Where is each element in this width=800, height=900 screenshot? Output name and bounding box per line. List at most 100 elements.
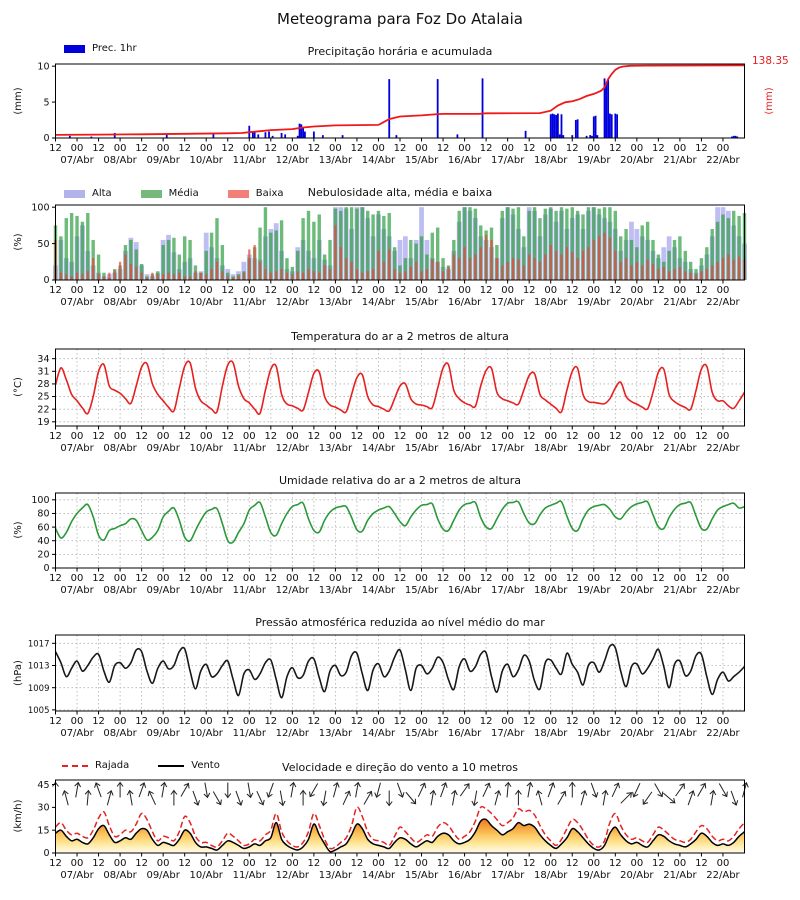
- svg-text:12: 12: [652, 573, 665, 584]
- svg-text:12: 12: [609, 716, 622, 727]
- svg-text:19/Abr: 19/Abr: [577, 870, 611, 881]
- svg-text:13/Abr: 13/Abr: [319, 728, 353, 739]
- svg-text:12: 12: [351, 431, 364, 442]
- svg-text:21/Abr: 21/Abr: [663, 443, 697, 454]
- svg-text:12: 12: [135, 858, 148, 869]
- svg-text:00: 00: [157, 716, 170, 727]
- svg-text:14/Abr: 14/Abr: [362, 870, 396, 881]
- svg-text:12/Abr: 12/Abr: [276, 870, 310, 881]
- svg-text:00: 00: [674, 285, 687, 296]
- svg-text:12: 12: [480, 573, 493, 584]
- svg-text:100: 100: [31, 202, 49, 213]
- alta-swatch: [64, 189, 85, 198]
- svg-text:12: 12: [221, 431, 234, 442]
- svg-text:15/Abr: 15/Abr: [405, 443, 439, 454]
- svg-text:16/Abr: 16/Abr: [448, 870, 482, 881]
- svg-text:00: 00: [630, 858, 643, 869]
- svg-text:18/Abr: 18/Abr: [534, 870, 568, 881]
- svg-text:07/Abr: 07/Abr: [60, 155, 94, 166]
- svg-text:00: 00: [458, 716, 471, 727]
- svg-text:1009: 1009: [28, 684, 50, 694]
- svg-text:12: 12: [308, 716, 321, 727]
- panel-title-humidity: Umidade relativa do ar a 2 metros de alt…: [278, 474, 522, 487]
- svg-text:11/Abr: 11/Abr: [233, 728, 267, 739]
- svg-text:22/Abr: 22/Abr: [706, 585, 740, 596]
- svg-text:19/Abr: 19/Abr: [577, 728, 611, 739]
- svg-text:12: 12: [394, 573, 407, 584]
- svg-text:00: 00: [674, 858, 687, 869]
- svg-text:12: 12: [394, 285, 407, 296]
- svg-text:12: 12: [394, 858, 407, 869]
- svg-text:00: 00: [587, 573, 600, 584]
- svg-text:12: 12: [480, 285, 493, 296]
- svg-text:19/Abr: 19/Abr: [577, 443, 611, 454]
- svg-text:00: 00: [286, 431, 299, 442]
- svg-text:50: 50: [37, 239, 49, 250]
- svg-text:00: 00: [544, 285, 557, 296]
- rajada-line-swatch: [62, 764, 88, 767]
- svg-text:00: 00: [415, 716, 428, 727]
- svg-text:12: 12: [264, 285, 277, 296]
- svg-text:12: 12: [92, 431, 105, 442]
- svg-text:12: 12: [523, 573, 536, 584]
- svg-text:00: 00: [587, 431, 600, 442]
- svg-text:12: 12: [609, 573, 622, 584]
- svg-text:00: 00: [114, 716, 127, 727]
- svg-text:12: 12: [609, 143, 622, 154]
- svg-text:12: 12: [652, 431, 665, 442]
- svg-text:20: 20: [37, 550, 49, 561]
- svg-text:00: 00: [71, 716, 84, 727]
- svg-text:0: 0: [43, 275, 49, 286]
- svg-text:00: 00: [329, 858, 342, 869]
- svg-text:0: 0: [43, 848, 49, 859]
- svg-text:12: 12: [695, 143, 708, 154]
- svg-text:00: 00: [329, 143, 342, 154]
- svg-text:11/Abr: 11/Abr: [233, 870, 267, 881]
- svg-text:15/Abr: 15/Abr: [405, 297, 439, 308]
- svg-text:12: 12: [135, 285, 148, 296]
- svg-text:07/Abr: 07/Abr: [60, 870, 94, 881]
- svg-text:12/Abr: 12/Abr: [276, 155, 310, 166]
- svg-text:12: 12: [609, 285, 622, 296]
- svg-text:12: 12: [264, 431, 277, 442]
- svg-text:12: 12: [652, 858, 665, 869]
- svg-text:00: 00: [200, 143, 213, 154]
- svg-text:40: 40: [37, 536, 49, 547]
- svg-text:12: 12: [221, 573, 234, 584]
- svg-text:00: 00: [286, 143, 299, 154]
- ylabel-pressure: (hPa): [13, 660, 24, 686]
- svg-text:00: 00: [501, 143, 514, 154]
- svg-text:08/Abr: 08/Abr: [103, 728, 137, 739]
- svg-text:00: 00: [286, 573, 299, 584]
- svg-text:00: 00: [630, 716, 643, 727]
- svg-text:12: 12: [178, 143, 191, 154]
- svg-text:13/Abr: 13/Abr: [319, 297, 353, 308]
- svg-text:12: 12: [695, 431, 708, 442]
- svg-text:00: 00: [544, 716, 557, 727]
- svg-text:00: 00: [286, 858, 299, 869]
- svg-text:07/Abr: 07/Abr: [60, 585, 94, 596]
- svg-text:12: 12: [351, 143, 364, 154]
- svg-text:00: 00: [630, 573, 643, 584]
- svg-text:08/Abr: 08/Abr: [103, 870, 137, 881]
- svg-text:12: 12: [351, 716, 364, 727]
- svg-text:09/Abr: 09/Abr: [146, 297, 180, 308]
- svg-text:12: 12: [480, 143, 493, 154]
- svg-text:12: 12: [437, 858, 450, 869]
- svg-text:12: 12: [49, 716, 62, 727]
- svg-text:17/Abr: 17/Abr: [491, 443, 525, 454]
- svg-text:15/Abr: 15/Abr: [405, 728, 439, 739]
- svg-text:00: 00: [630, 143, 643, 154]
- svg-text:00: 00: [415, 285, 428, 296]
- svg-text:00: 00: [157, 858, 170, 869]
- svg-text:00: 00: [329, 285, 342, 296]
- svg-text:00: 00: [200, 716, 213, 727]
- svg-text:12: 12: [351, 285, 364, 296]
- svg-text:00: 00: [243, 431, 256, 442]
- ylabel-temperature: (°C): [13, 377, 24, 397]
- svg-text:12/Abr: 12/Abr: [276, 443, 310, 454]
- svg-text:00: 00: [587, 716, 600, 727]
- svg-text:08/Abr: 08/Abr: [103, 297, 137, 308]
